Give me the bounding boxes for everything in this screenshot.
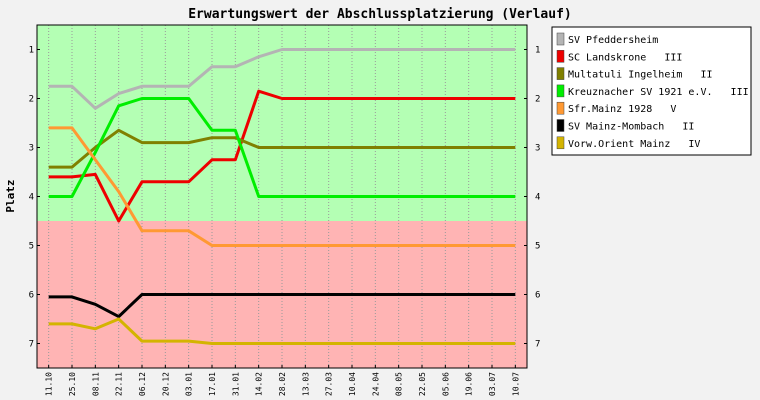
legend-swatch-3 xyxy=(556,67,565,80)
x-tick-label: 22.05 xyxy=(418,372,427,396)
legend-label-4: Kreuznacher SV 1921 e.V. III xyxy=(568,87,749,98)
x-tick-label: 08.05 xyxy=(395,372,404,396)
legend-label-3: Multatuli Ingelheim II xyxy=(568,70,713,81)
x-tick-label: 14.02 xyxy=(255,372,264,396)
legend-label-5: Sfr.Mainz 1928 V xyxy=(568,104,676,115)
y-tick-label-right: 7 xyxy=(535,340,540,350)
y-tick-label-right: 6 xyxy=(535,291,540,301)
y-axis-label: Platz xyxy=(4,179,17,212)
x-tick-label: 28.02 xyxy=(278,372,287,396)
y-tick-label: 7 xyxy=(29,340,34,350)
legend-swatch-4 xyxy=(556,84,565,98)
x-tick-label: 03.01 xyxy=(185,372,194,396)
x-tick-label: 11.10 xyxy=(45,372,54,396)
y-tick-label-right: 2 xyxy=(535,95,540,105)
x-tick-label: 10.07 xyxy=(511,372,520,396)
legend: SV Pfeddersheim SC Landskrone III Multatul… xyxy=(551,26,752,156)
legend-label-2: SC Landskrone III xyxy=(568,52,682,63)
x-tick-label: 24.04 xyxy=(371,372,380,396)
legend-label-1: SV Pfeddersheim xyxy=(568,35,658,46)
series-line-3 xyxy=(48,128,516,169)
y-axis-left: 1 2 3 4 5 6 7 xyxy=(29,46,40,350)
legend-swatch-2 xyxy=(556,50,565,63)
y-tick-label-right: 4 xyxy=(535,193,540,203)
x-tick-label: 17.01 xyxy=(208,372,217,396)
legend-swatch-5 xyxy=(556,101,565,115)
y-tick-label: 3 xyxy=(29,144,34,154)
series-line-4 xyxy=(48,97,516,198)
x-tick-label: 31.01 xyxy=(231,372,240,396)
x-tick-label: 20.12 xyxy=(161,372,170,396)
legend-swatch-1 xyxy=(556,32,565,46)
y-tick-label: 5 xyxy=(29,242,34,252)
legend-swatch-7 xyxy=(556,136,565,150)
y-tick-label: 6 xyxy=(29,291,34,301)
series-line-5 xyxy=(48,126,516,247)
y-tick-label: 1 xyxy=(29,46,34,56)
legend-label-7: Vorw.Orient Mainz IV xyxy=(568,139,700,150)
x-tick-label: 22.11 xyxy=(115,372,124,396)
x-tick-label: 03.07 xyxy=(488,372,497,396)
x-tick-label: 19.06 xyxy=(465,372,474,396)
x-tick-label: 25.10 xyxy=(68,372,77,396)
x-tick-label: 10.04 xyxy=(348,372,357,396)
series-line-1 xyxy=(48,48,516,110)
chart-title: Erwartungswert der Abschlussplatzierung … xyxy=(188,7,572,22)
x-tick-label: 27.03 xyxy=(325,372,334,396)
legend-box xyxy=(551,26,752,156)
x-tick-label: 13.03 xyxy=(301,372,310,396)
y-tick-label: 2 xyxy=(29,95,34,105)
y-tick-label-right: 1 xyxy=(535,46,540,56)
y-tick-label-right: 5 xyxy=(535,242,540,252)
zone-band-1 xyxy=(37,25,527,221)
x-tick-label: 06.12 xyxy=(138,372,147,396)
y-tick-label-right: 3 xyxy=(535,144,540,154)
x-tick-label: 08.11 xyxy=(91,372,100,396)
series-line-6 xyxy=(48,293,516,319)
series-line-7 xyxy=(48,317,516,345)
y-tick-label: 4 xyxy=(29,193,34,203)
legend-label-6: SV Mainz-Mombach II xyxy=(568,122,694,133)
series-line-2 xyxy=(48,89,516,223)
x-tick-label: 05.06 xyxy=(441,372,450,396)
legend-swatch-6 xyxy=(556,119,565,132)
y-axis-right: 1 2 3 4 5 6 7 xyxy=(524,46,540,350)
series-group xyxy=(48,48,516,345)
x-axis: 11.10 25.10 08.11 22.11 06.12 20.12 03.01 17.01… xyxy=(45,365,520,396)
